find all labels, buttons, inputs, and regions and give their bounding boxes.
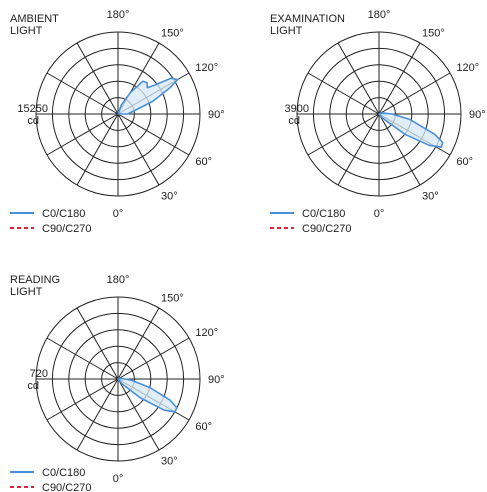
polar-spoke: [117, 113, 160, 186]
angle-tick-label: 150°: [422, 28, 445, 40]
chart-title-line: LIGHT: [10, 286, 43, 298]
scale-unit-label: cd: [288, 115, 300, 127]
scale-unit-label: cd: [27, 380, 39, 392]
polar-spoke: [76, 42, 119, 115]
angle-tick-label: 180°: [368, 9, 391, 21]
legend-label: C90/C270: [302, 223, 352, 235]
chart-title-line: READING: [10, 274, 60, 286]
polar-spoke: [378, 72, 451, 115]
polar-spoke: [46, 337, 119, 380]
chart-title-line: LIGHT: [270, 25, 303, 37]
legend-label: C0/C180: [302, 208, 345, 220]
angle-tick-label: 60°: [195, 156, 212, 168]
chart-title-line: EXAMINATION: [270, 13, 345, 25]
polar-spoke: [378, 42, 421, 115]
angle-tick-label: 30°: [161, 455, 178, 467]
series-curve-c0-c180: [378, 112, 444, 148]
legend-label: C90/C270: [42, 223, 92, 235]
series-curve-c0-c180: [117, 377, 178, 413]
chart-title-line: AMBIENT: [10, 13, 59, 25]
angle-tick-label: 0°: [113, 208, 124, 220]
scale-unit-label: cd: [27, 115, 39, 127]
angle-tick-label: 150°: [161, 28, 184, 40]
legend-label: C0/C180: [42, 208, 85, 220]
polar-spoke: [46, 72, 119, 115]
angle-tick-label: 90°: [208, 109, 225, 121]
angle-tick-label: 120°: [195, 327, 218, 339]
angle-tick-label: 180°: [107, 9, 130, 21]
angle-tick-label: 30°: [161, 190, 178, 202]
polar-spoke: [117, 307, 160, 380]
angle-tick-label: 90°: [208, 374, 225, 386]
angle-tick-label: 60°: [195, 421, 212, 433]
angle-tick-label: 120°: [456, 62, 479, 74]
scale-value-label: 3900: [285, 103, 309, 115]
angle-tick-label: 30°: [422, 190, 439, 202]
angle-tick-label: 90°: [469, 109, 486, 121]
polar-spoke: [307, 72, 380, 115]
legend-label: C90/C270: [42, 482, 92, 492]
polar-spoke: [76, 378, 119, 451]
angle-tick-label: 150°: [161, 293, 184, 305]
angle-tick-label: 0°: [374, 208, 385, 220]
scale-value-label: 720: [30, 368, 48, 380]
polar-spoke: [76, 113, 119, 186]
series-curve-c0-c180: [117, 77, 179, 115]
legend-label: C0/C180: [42, 467, 85, 479]
polar-spoke: [307, 113, 380, 156]
chart-title-line: LIGHT: [10, 25, 43, 37]
angle-tick-label: 0°: [113, 473, 124, 485]
polar-spoke: [76, 307, 119, 380]
polar-spoke: [117, 378, 160, 451]
scale-value-label: 15250: [17, 103, 48, 115]
polar-spoke: [337, 113, 380, 186]
polar-spoke: [117, 113, 190, 156]
polar-spoke: [46, 113, 119, 156]
polar-spoke: [337, 42, 380, 115]
polar-spoke: [46, 378, 119, 421]
angle-tick-label: 180°: [107, 274, 130, 286]
polar-spoke: [117, 337, 190, 380]
angle-tick-label: 120°: [195, 62, 218, 74]
angle-tick-label: 60°: [456, 156, 473, 168]
polar-spoke: [378, 113, 421, 186]
